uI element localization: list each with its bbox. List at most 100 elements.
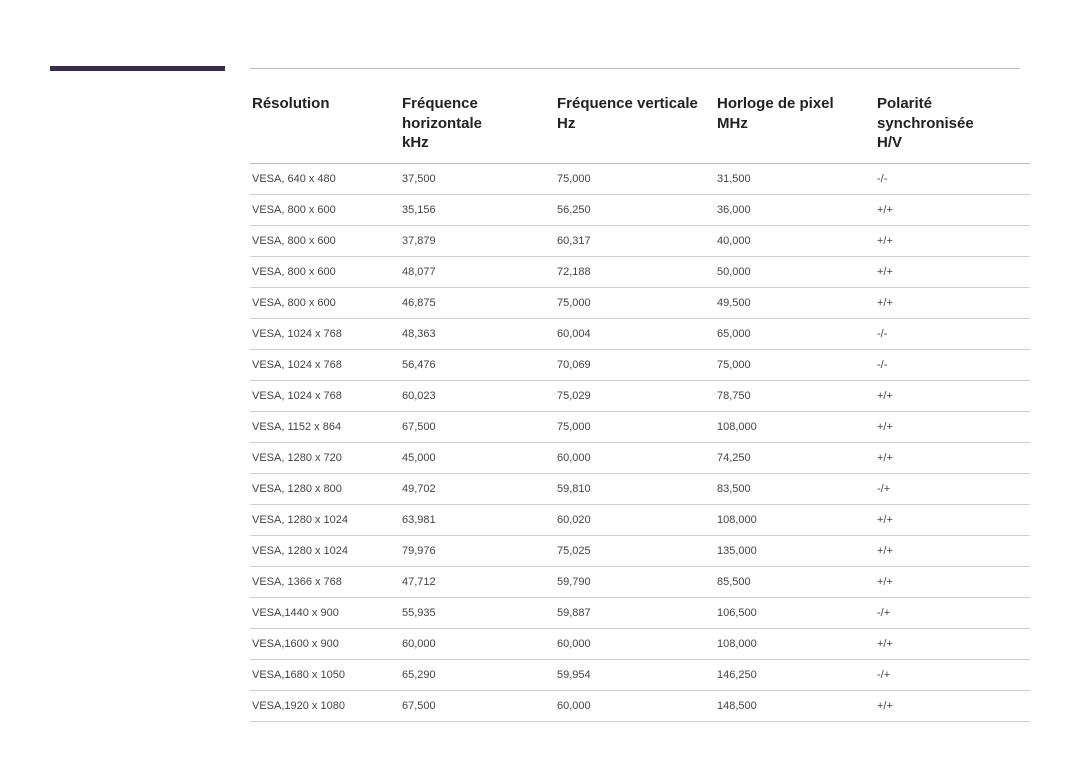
table-row: VESA, 1280 x 72045,00060,00074,250+/+ [250, 442, 1030, 473]
table-cell: 67,500 [400, 690, 555, 721]
table-cell: 78,750 [715, 380, 875, 411]
table-row: VESA, 1280 x 80049,70259,81083,500-/+ [250, 473, 1030, 504]
table-cell: 75,000 [555, 163, 715, 194]
table-cell: 72,188 [555, 256, 715, 287]
table-cell: +/+ [875, 442, 1030, 473]
table-cell: 59,887 [555, 597, 715, 628]
table-row: VESA, 1024 x 76848,36360,00465,000-/- [250, 318, 1030, 349]
table-cell: VESA, 1366 x 768 [250, 566, 400, 597]
table-cell: VESA, 800 x 600 [250, 194, 400, 225]
table-cell: VESA, 1024 x 768 [250, 318, 400, 349]
table-cell: 60,020 [555, 504, 715, 535]
table-cell: 108,000 [715, 504, 875, 535]
table-cell: VESA, 1280 x 800 [250, 473, 400, 504]
col-label: Fréquence horizontale [402, 95, 482, 132]
table-cell: 48,363 [400, 318, 555, 349]
table-header: Résolution Fréquence horizontale kHz Fré… [250, 90, 1030, 163]
table-cell: VESA, 1280 x 720 [250, 442, 400, 473]
table-cell: 59,790 [555, 566, 715, 597]
table-row: VESA,1680 x 105065,29059,954146,250-/+ [250, 659, 1030, 690]
table-cell: VESA,1920 x 1080 [250, 690, 400, 721]
table-cell: 46,875 [400, 287, 555, 318]
table-cell: +/+ [875, 535, 1030, 566]
table-cell: 135,000 [715, 535, 875, 566]
table-cell: 108,000 [715, 411, 875, 442]
table-cell: -/+ [875, 659, 1030, 690]
accent-bar [50, 66, 225, 71]
table-cell: 49,702 [400, 473, 555, 504]
table-cell: +/+ [875, 256, 1030, 287]
top-rule [250, 68, 1020, 69]
table-cell: 56,250 [555, 194, 715, 225]
table-cell: +/+ [875, 225, 1030, 256]
table-cell: +/+ [875, 380, 1030, 411]
table-cell: 70,069 [555, 349, 715, 380]
table-row: VESA,1440 x 90055,93559,887106,500-/+ [250, 597, 1030, 628]
table-row: VESA, 1280 x 102479,97675,025135,000+/+ [250, 535, 1030, 566]
table-cell: 60,000 [555, 628, 715, 659]
table-cell: 75,029 [555, 380, 715, 411]
table-cell: 65,290 [400, 659, 555, 690]
col-unit: kHz [402, 133, 549, 153]
table-cell: 60,023 [400, 380, 555, 411]
table-row: VESA, 1024 x 76856,47670,06975,000-/- [250, 349, 1030, 380]
table-cell: 108,000 [715, 628, 875, 659]
table-cell: 65,000 [715, 318, 875, 349]
table-cell: 83,500 [715, 473, 875, 504]
table-row: VESA, 800 x 60048,07772,18850,000+/+ [250, 256, 1030, 287]
table-cell: 37,500 [400, 163, 555, 194]
table-cell: 48,077 [400, 256, 555, 287]
table-cell: +/+ [875, 504, 1030, 535]
table-cell: 146,250 [715, 659, 875, 690]
col-header-vfreq: Fréquence verticale Hz [555, 90, 715, 163]
table-cell: 60,317 [555, 225, 715, 256]
table-row: VESA,1600 x 90060,00060,000108,000+/+ [250, 628, 1030, 659]
table-cell: -/+ [875, 473, 1030, 504]
table-row: VESA, 1024 x 76860,02375,02978,750+/+ [250, 380, 1030, 411]
table-cell: 75,025 [555, 535, 715, 566]
table-row: VESA, 640 x 48037,50075,00031,500-/- [250, 163, 1030, 194]
table-cell: +/+ [875, 690, 1030, 721]
col-label: Horloge de pixel [717, 95, 834, 112]
table-cell: 49,500 [715, 287, 875, 318]
table-cell: 31,500 [715, 163, 875, 194]
table-cell: VESA, 1152 x 864 [250, 411, 400, 442]
table-row: VESA,1920 x 108067,50060,000148,500+/+ [250, 690, 1030, 721]
table-cell: +/+ [875, 411, 1030, 442]
table-cell: 60,000 [400, 628, 555, 659]
table-cell: 67,500 [400, 411, 555, 442]
table-cell: -/- [875, 349, 1030, 380]
table-cell: 75,000 [555, 411, 715, 442]
table-cell: 75,000 [555, 287, 715, 318]
table-row: VESA, 1366 x 76847,71259,79085,500+/+ [250, 566, 1030, 597]
col-label: Résolution [252, 95, 330, 112]
table-cell: -/+ [875, 597, 1030, 628]
table-cell: VESA, 800 x 600 [250, 225, 400, 256]
table-cell: VESA, 1024 x 768 [250, 380, 400, 411]
table-cell: -/- [875, 318, 1030, 349]
table-row: VESA, 800 x 60035,15656,25036,000+/+ [250, 194, 1030, 225]
table-cell: 60,004 [555, 318, 715, 349]
table-cell: 37,879 [400, 225, 555, 256]
table-cell: VESA, 800 x 600 [250, 256, 400, 287]
table-row: VESA, 800 x 60046,87575,00049,500+/+ [250, 287, 1030, 318]
table-cell: 56,476 [400, 349, 555, 380]
table-cell: 85,500 [715, 566, 875, 597]
table-row: VESA, 1280 x 102463,98160,020108,000+/+ [250, 504, 1030, 535]
col-unit: Hz [557, 114, 709, 134]
table-cell: 60,000 [555, 442, 715, 473]
col-header-polarity: Polarité synchronisée H/V [875, 90, 1030, 163]
table-cell: 79,976 [400, 535, 555, 566]
table-cell: VESA, 1280 x 1024 [250, 535, 400, 566]
table-cell: 59,954 [555, 659, 715, 690]
table-cell: +/+ [875, 194, 1030, 225]
table-cell: VESA,1440 x 900 [250, 597, 400, 628]
table-cell: 47,712 [400, 566, 555, 597]
table-cell: 40,000 [715, 225, 875, 256]
table-cell: 60,000 [555, 690, 715, 721]
table-cell: 75,000 [715, 349, 875, 380]
col-unit: MHz [717, 114, 869, 134]
page: Résolution Fréquence horizontale kHz Fré… [0, 0, 1080, 763]
table-cell: 74,250 [715, 442, 875, 473]
table-cell: +/+ [875, 628, 1030, 659]
